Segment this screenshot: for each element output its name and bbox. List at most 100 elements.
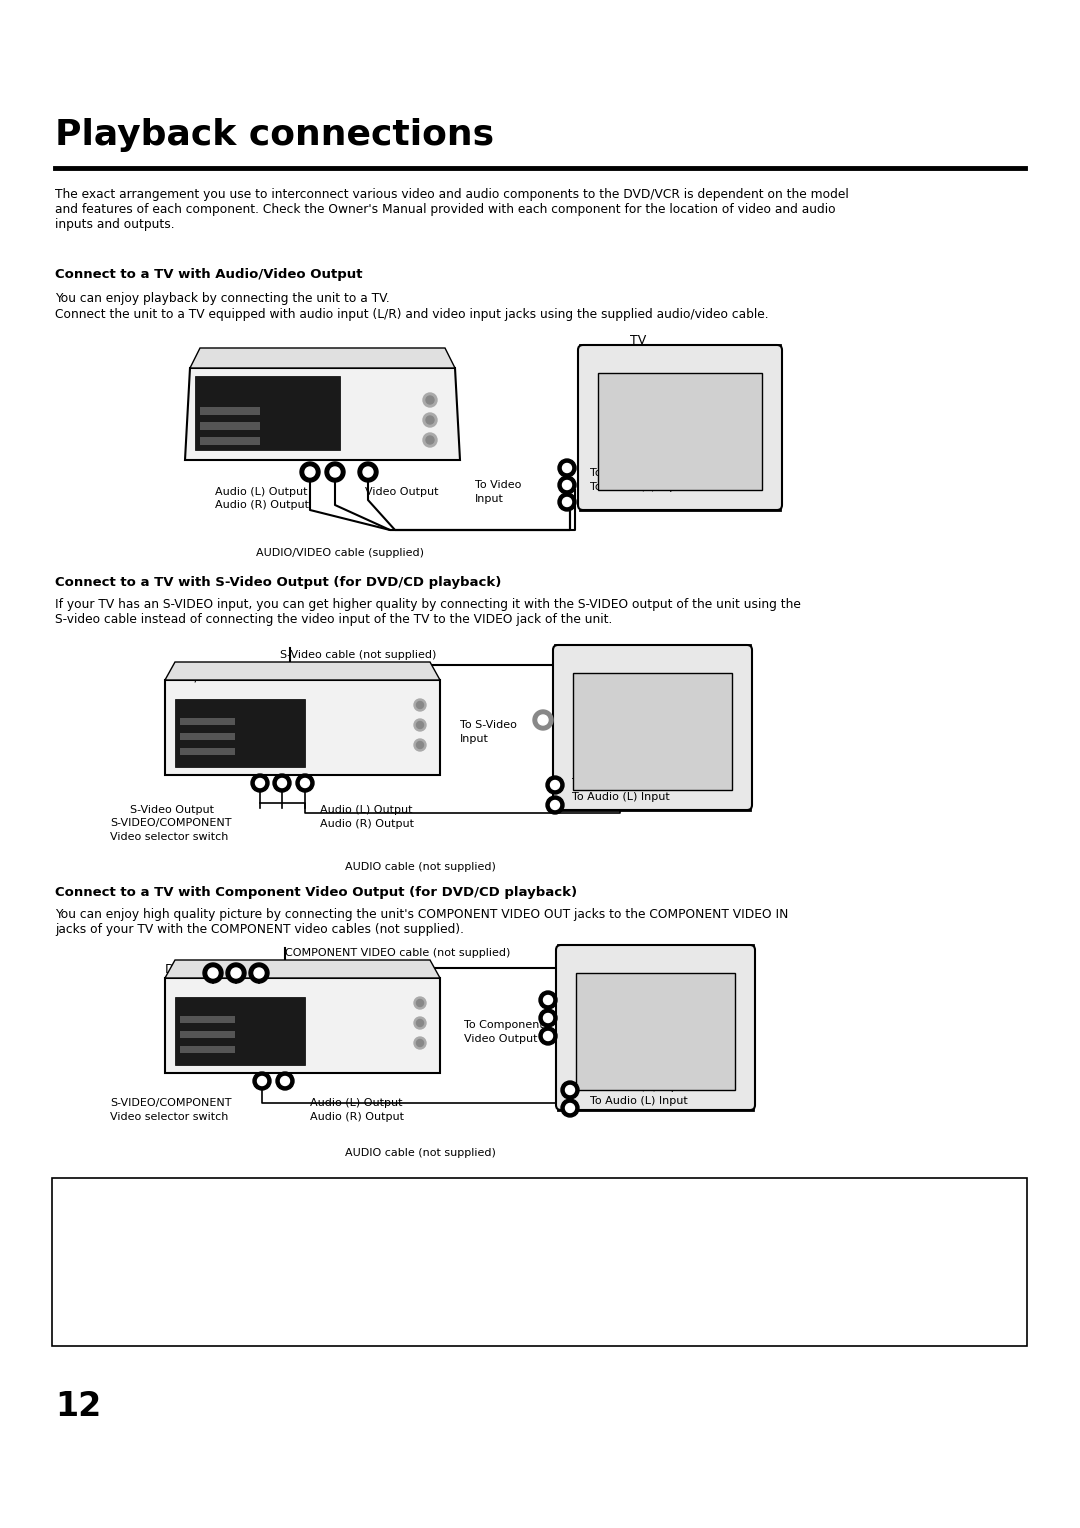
Text: TV: TV bbox=[630, 645, 646, 659]
Text: S-Video Output: S-Video Output bbox=[130, 805, 214, 814]
Circle shape bbox=[534, 711, 553, 730]
Text: You can enjoy playback by connecting the unit to a TV.: You can enjoy playback by connecting the… bbox=[55, 292, 390, 306]
Text: To Audio (L) Input: To Audio (L) Input bbox=[572, 792, 670, 802]
Text: S-VIDEO/COMPONENT: S-VIDEO/COMPONENT bbox=[110, 1099, 231, 1108]
Circle shape bbox=[551, 801, 559, 810]
Text: To S-Video: To S-Video bbox=[460, 720, 517, 730]
Text: To Audio (R) Input: To Audio (R) Input bbox=[590, 1082, 689, 1093]
Text: Audio (R) Output: Audio (R) Output bbox=[310, 1112, 404, 1122]
FancyBboxPatch shape bbox=[573, 672, 732, 790]
Polygon shape bbox=[165, 680, 440, 775]
FancyBboxPatch shape bbox=[576, 973, 735, 1089]
FancyBboxPatch shape bbox=[180, 1047, 235, 1053]
Circle shape bbox=[417, 741, 423, 749]
Text: DVD/VCR: DVD/VCR bbox=[165, 963, 222, 976]
Circle shape bbox=[566, 1085, 575, 1094]
Polygon shape bbox=[165, 978, 440, 1073]
Circle shape bbox=[539, 992, 557, 1008]
Circle shape bbox=[305, 468, 315, 477]
Text: You can enjoy high quality picture by connecting the unit's COMPONENT VIDEO OUT : You can enjoy high quality picture by co… bbox=[55, 908, 788, 937]
FancyBboxPatch shape bbox=[558, 944, 753, 1109]
Circle shape bbox=[417, 1019, 423, 1027]
Text: When you connect to a TV with S-video jack or component jacks, set the S-VIDEO/C: When you connect to a TV with S-video ja… bbox=[75, 1210, 866, 1222]
Text: DVD/VCR: DVD/VCR bbox=[168, 669, 226, 683]
FancyBboxPatch shape bbox=[200, 437, 260, 445]
Circle shape bbox=[563, 480, 571, 489]
Circle shape bbox=[558, 494, 576, 510]
Circle shape bbox=[543, 1013, 553, 1022]
Circle shape bbox=[551, 781, 559, 790]
Text: AUDIO cable (not supplied): AUDIO cable (not supplied) bbox=[345, 1148, 496, 1158]
Circle shape bbox=[357, 461, 378, 481]
Circle shape bbox=[208, 969, 218, 978]
Circle shape bbox=[558, 477, 576, 494]
Circle shape bbox=[414, 1038, 426, 1050]
Circle shape bbox=[256, 778, 265, 787]
FancyBboxPatch shape bbox=[556, 944, 755, 1109]
FancyBboxPatch shape bbox=[578, 345, 782, 510]
Circle shape bbox=[426, 396, 434, 403]
Text: Input: Input bbox=[460, 733, 489, 744]
Text: Connect the unit to a TV equipped with audio input (L/R) and video input jacks u: Connect the unit to a TV equipped with a… bbox=[55, 309, 769, 321]
Circle shape bbox=[417, 999, 423, 1007]
Circle shape bbox=[254, 969, 264, 978]
Circle shape bbox=[414, 740, 426, 750]
Text: TV: TV bbox=[630, 335, 646, 347]
Polygon shape bbox=[165, 662, 440, 680]
Polygon shape bbox=[185, 368, 460, 460]
FancyBboxPatch shape bbox=[175, 698, 305, 767]
Text: To Audio (R) Input: To Audio (R) Input bbox=[572, 778, 672, 788]
Circle shape bbox=[423, 413, 437, 426]
Text: •: • bbox=[65, 1210, 78, 1222]
Text: Input: Input bbox=[475, 494, 504, 504]
Circle shape bbox=[563, 498, 571, 506]
Text: If your TV has an S-VIDEO input, you can get higher quality by connecting it wit: If your TV has an S-VIDEO input, you can… bbox=[55, 597, 801, 626]
Text: Connect to a TV with S-Video Output (for DVD/CD playback): Connect to a TV with S-Video Output (for… bbox=[55, 576, 501, 588]
FancyBboxPatch shape bbox=[200, 422, 260, 429]
FancyBboxPatch shape bbox=[555, 645, 750, 810]
Circle shape bbox=[276, 1073, 294, 1089]
Circle shape bbox=[414, 698, 426, 711]
FancyBboxPatch shape bbox=[598, 373, 762, 490]
Circle shape bbox=[203, 963, 222, 983]
Circle shape bbox=[249, 963, 269, 983]
Circle shape bbox=[278, 778, 286, 787]
Circle shape bbox=[426, 416, 434, 423]
Circle shape bbox=[566, 1103, 575, 1112]
Text: Video Output: Video Output bbox=[365, 487, 438, 497]
Text: (not supplied).: (not supplied). bbox=[82, 1309, 180, 1323]
Text: When the component video input jacks on a TV is of the BNC type, use an adapter : When the component video input jacks on … bbox=[75, 1296, 853, 1309]
Text: Audio (L) Output: Audio (L) Output bbox=[215, 487, 308, 497]
Text: •: • bbox=[65, 1296, 78, 1309]
Text: The exact arrangement you use to interconnect various video and audio components: The exact arrangement you use to interco… bbox=[55, 188, 849, 231]
Circle shape bbox=[414, 996, 426, 1008]
Text: To Audio (R) Input: To Audio (R) Input bbox=[590, 468, 689, 478]
Circle shape bbox=[325, 461, 345, 481]
Circle shape bbox=[257, 1077, 267, 1085]
Circle shape bbox=[414, 720, 426, 730]
Text: To Audio (L) Input: To Audio (L) Input bbox=[590, 1096, 688, 1106]
Text: To Component: To Component bbox=[464, 1021, 543, 1030]
FancyBboxPatch shape bbox=[180, 1031, 235, 1038]
FancyBboxPatch shape bbox=[195, 376, 340, 451]
Text: To Component Video Output: To Component Video Output bbox=[255, 966, 411, 976]
Text: COMPONENT VIDEO cable (not supplied): COMPONENT VIDEO cable (not supplied) bbox=[285, 947, 511, 958]
FancyBboxPatch shape bbox=[175, 996, 305, 1065]
Circle shape bbox=[417, 1039, 423, 1047]
Circle shape bbox=[251, 775, 269, 792]
Polygon shape bbox=[165, 960, 440, 978]
Circle shape bbox=[231, 969, 241, 978]
Circle shape bbox=[561, 1099, 579, 1117]
Circle shape bbox=[417, 701, 423, 709]
Circle shape bbox=[273, 775, 291, 792]
Text: Connect to a TV with Component Video Output (for DVD/CD playback): Connect to a TV with Component Video Out… bbox=[55, 886, 577, 898]
Circle shape bbox=[417, 721, 423, 729]
Circle shape bbox=[414, 1018, 426, 1028]
Circle shape bbox=[546, 776, 564, 795]
Circle shape bbox=[226, 963, 246, 983]
Circle shape bbox=[363, 468, 373, 477]
Text: Playback connections: Playback connections bbox=[55, 118, 495, 151]
FancyBboxPatch shape bbox=[180, 718, 235, 724]
Circle shape bbox=[539, 1008, 557, 1027]
Circle shape bbox=[423, 432, 437, 448]
